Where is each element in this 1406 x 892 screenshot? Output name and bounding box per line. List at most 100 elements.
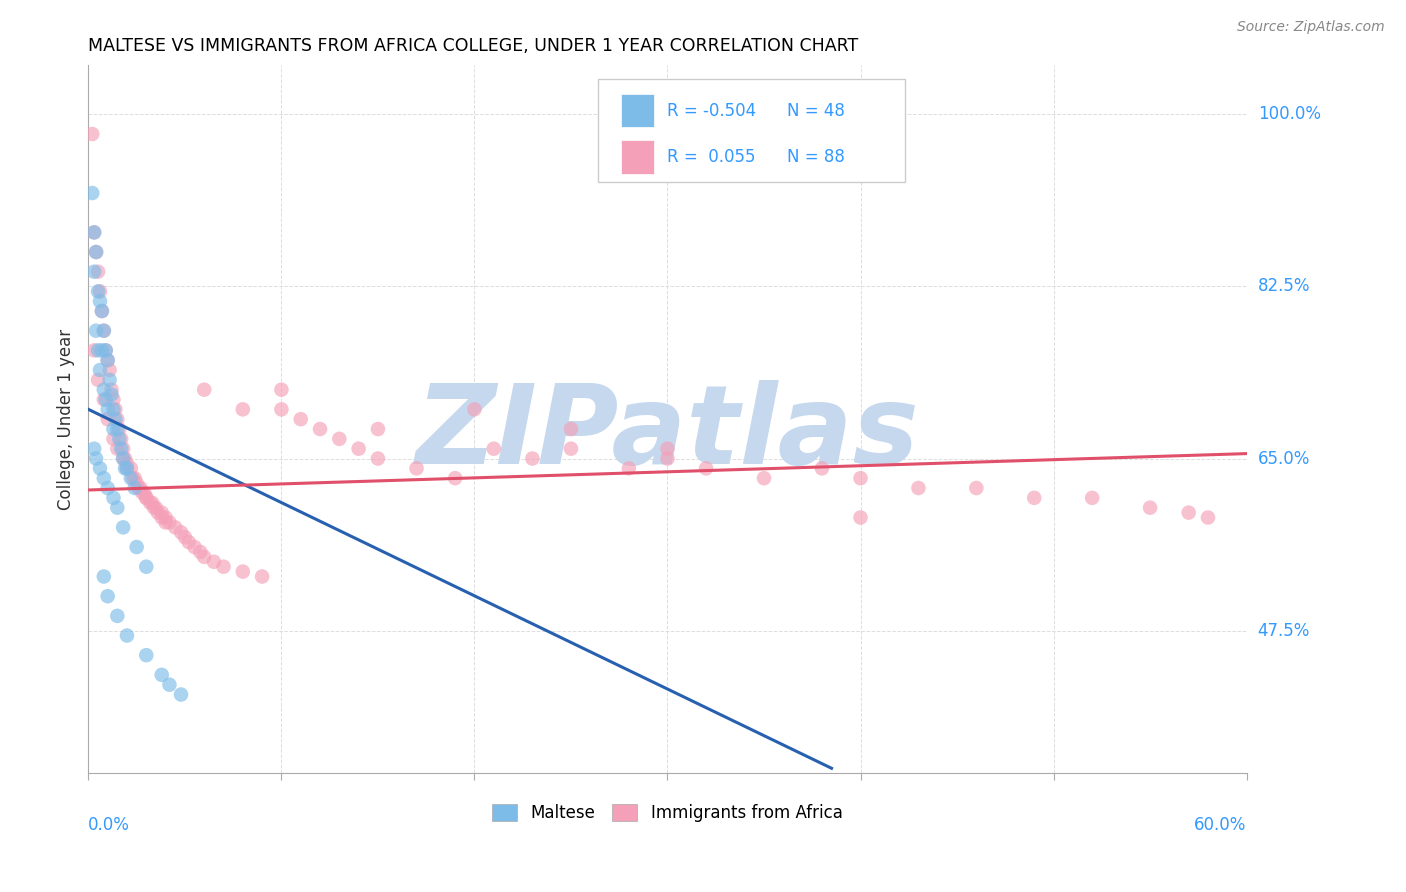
Point [150,668,173,682]
Point [188,545,211,559]
Point [94,343,117,358]
Point [104,412,127,426]
Point [112,451,135,466]
Point [849,471,872,485]
Text: Source: ZipAtlas.com: Source: ZipAtlas.com [1237,20,1385,34]
Point [367,422,389,436]
Point [367,451,389,466]
Point [1024,491,1046,505]
Point [170,688,193,702]
Point [849,510,872,524]
Text: 65.0%: 65.0% [1258,450,1310,467]
Point [108,422,131,436]
Point [93,324,115,338]
Point [134,486,156,500]
Point [1197,510,1219,524]
Point [183,540,205,554]
Point [125,476,148,491]
Point [290,412,312,426]
FancyBboxPatch shape [621,139,654,174]
Point [193,383,215,397]
Point [146,506,169,520]
Point [202,555,225,569]
Point [482,442,505,456]
Text: N = 88: N = 88 [787,147,845,166]
Point [100,387,122,401]
Point [328,432,350,446]
Point [110,432,132,446]
Point [104,402,127,417]
Point [97,412,120,426]
Point [752,471,775,485]
Point [93,324,115,338]
Point [90,304,112,318]
Point [145,500,167,515]
Point [174,530,197,544]
Point [617,461,640,475]
Point [110,442,132,456]
Point [83,225,105,239]
Point [250,569,273,583]
Point [125,540,148,554]
Point [84,245,107,260]
Point [84,451,107,466]
Point [103,491,125,505]
Text: 82.5%: 82.5% [1258,277,1310,295]
Point [121,471,143,485]
Point [82,186,104,200]
Point [87,373,110,387]
Point [87,265,110,279]
Point [405,461,427,475]
Text: 47.5%: 47.5% [1258,622,1310,640]
Point [103,422,125,436]
Point [309,422,332,436]
Point [87,343,110,358]
Point [83,343,105,358]
Text: ZIPatlas: ZIPatlas [416,380,920,487]
Text: 100.0%: 100.0% [1258,105,1320,123]
Point [560,422,582,436]
Point [177,535,200,549]
Point [105,422,128,436]
Point [114,461,136,475]
Point [97,589,120,603]
FancyBboxPatch shape [621,94,654,128]
Point [97,353,120,368]
Point [135,491,157,505]
Point [90,304,112,318]
Point [212,559,235,574]
Point [124,471,146,485]
Point [83,225,105,239]
Point [108,432,131,446]
Text: 60.0%: 60.0% [1194,815,1247,834]
Point [112,451,135,466]
Point [89,285,111,299]
Point [115,461,138,475]
Point [232,402,254,417]
Point [131,486,153,500]
Point [94,343,117,358]
Point [811,461,834,475]
Point [128,481,150,495]
Point [463,402,485,417]
Point [103,392,125,407]
Point [120,461,142,475]
Point [112,442,135,456]
Point [103,402,125,417]
Point [84,324,107,338]
Point [105,500,128,515]
Point [657,442,679,456]
Point [159,678,181,692]
Point [83,265,105,279]
Point [100,383,122,397]
Legend: Maltese, Immigrants from Africa: Maltese, Immigrants from Africa [486,797,849,829]
Point [907,481,929,495]
Point [155,516,177,530]
Text: R = -0.504: R = -0.504 [668,102,756,120]
Point [98,363,121,377]
Point [114,451,136,466]
Point [170,525,193,540]
Point [522,451,544,466]
Point [93,569,115,583]
Point [1081,491,1104,505]
